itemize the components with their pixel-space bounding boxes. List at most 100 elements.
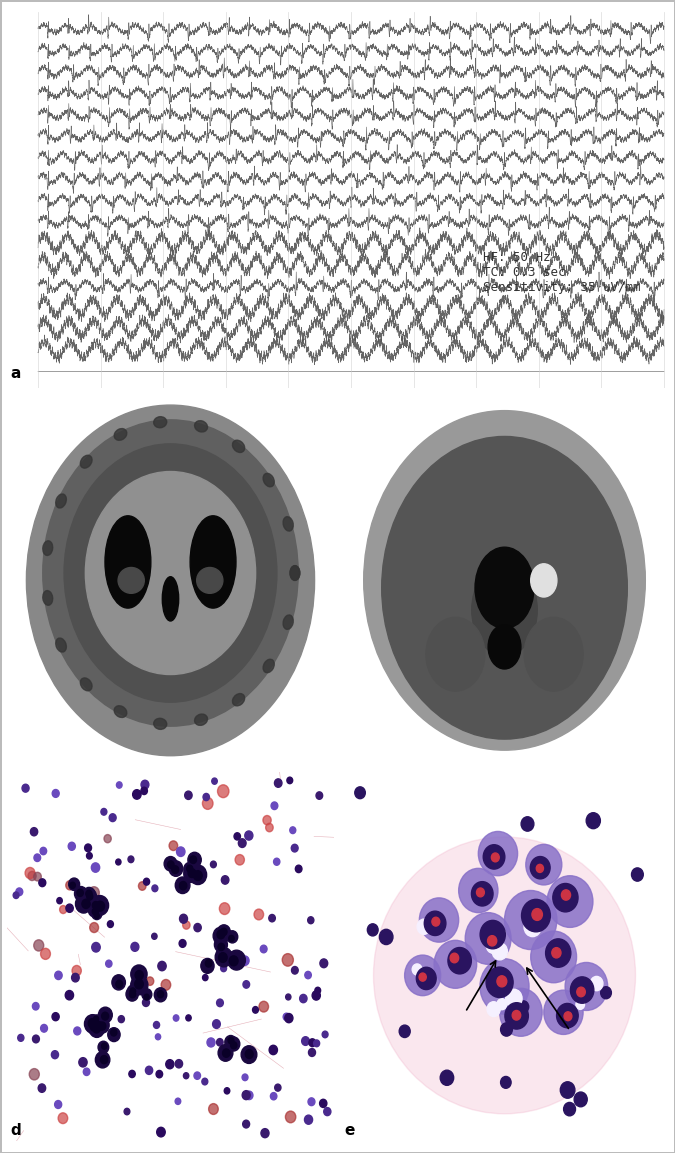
Circle shape xyxy=(95,913,99,919)
Circle shape xyxy=(128,985,138,997)
Circle shape xyxy=(92,942,100,952)
Circle shape xyxy=(135,971,143,980)
Ellipse shape xyxy=(290,566,300,580)
Circle shape xyxy=(245,1049,253,1058)
Circle shape xyxy=(305,971,311,979)
Circle shape xyxy=(90,1023,97,1031)
Circle shape xyxy=(107,921,113,927)
Circle shape xyxy=(126,987,138,1001)
Circle shape xyxy=(564,1102,576,1116)
Circle shape xyxy=(39,879,46,887)
Ellipse shape xyxy=(488,625,521,669)
Circle shape xyxy=(505,1003,529,1030)
Circle shape xyxy=(292,844,298,852)
Circle shape xyxy=(425,911,446,935)
Circle shape xyxy=(40,948,51,959)
Circle shape xyxy=(28,872,36,881)
Circle shape xyxy=(532,909,543,920)
Circle shape xyxy=(465,913,511,964)
Circle shape xyxy=(96,1022,101,1027)
Circle shape xyxy=(322,1031,328,1038)
Circle shape xyxy=(124,1108,130,1115)
Circle shape xyxy=(506,989,522,1008)
Circle shape xyxy=(302,1037,309,1046)
Circle shape xyxy=(450,954,458,963)
Circle shape xyxy=(188,869,196,877)
Ellipse shape xyxy=(190,515,236,608)
Circle shape xyxy=(229,935,234,942)
Circle shape xyxy=(521,816,534,831)
Circle shape xyxy=(32,1002,39,1010)
Circle shape xyxy=(202,974,208,981)
Circle shape xyxy=(219,903,230,914)
Circle shape xyxy=(314,1040,320,1047)
Circle shape xyxy=(104,835,111,843)
Circle shape xyxy=(203,793,209,800)
Circle shape xyxy=(176,877,190,894)
Circle shape xyxy=(432,917,439,926)
Circle shape xyxy=(116,980,123,988)
Circle shape xyxy=(94,1016,99,1022)
Ellipse shape xyxy=(263,474,274,487)
Circle shape xyxy=(275,1084,281,1091)
Circle shape xyxy=(241,956,249,965)
Circle shape xyxy=(570,977,594,1003)
Circle shape xyxy=(217,925,230,940)
Circle shape xyxy=(512,1010,520,1020)
Circle shape xyxy=(32,1035,39,1042)
Circle shape xyxy=(590,977,603,990)
Circle shape xyxy=(500,988,542,1037)
Circle shape xyxy=(497,975,507,987)
Circle shape xyxy=(76,895,92,913)
Circle shape xyxy=(552,948,561,958)
Circle shape xyxy=(212,778,217,784)
Ellipse shape xyxy=(80,678,92,691)
Circle shape xyxy=(95,1052,110,1068)
Circle shape xyxy=(84,844,92,852)
Circle shape xyxy=(77,889,83,896)
Circle shape xyxy=(141,787,147,794)
Circle shape xyxy=(522,899,550,932)
Circle shape xyxy=(266,823,273,831)
Circle shape xyxy=(355,786,365,799)
Circle shape xyxy=(252,1007,259,1013)
Circle shape xyxy=(309,1039,316,1047)
Circle shape xyxy=(34,940,44,951)
Circle shape xyxy=(133,790,141,799)
Circle shape xyxy=(22,784,29,792)
Circle shape xyxy=(497,998,507,1010)
Circle shape xyxy=(89,1020,104,1038)
Circle shape xyxy=(531,857,550,879)
Circle shape xyxy=(152,933,157,940)
Circle shape xyxy=(504,890,557,950)
Circle shape xyxy=(434,941,477,988)
Circle shape xyxy=(38,1084,46,1092)
Circle shape xyxy=(175,1098,181,1105)
Circle shape xyxy=(221,928,227,935)
Circle shape xyxy=(218,1045,233,1061)
Circle shape xyxy=(241,1046,256,1063)
Circle shape xyxy=(292,966,298,974)
Circle shape xyxy=(180,914,188,924)
Circle shape xyxy=(286,994,291,1000)
Circle shape xyxy=(576,987,585,996)
Circle shape xyxy=(86,890,92,897)
Ellipse shape xyxy=(373,837,635,1114)
Circle shape xyxy=(92,902,99,909)
Circle shape xyxy=(480,959,529,1015)
Circle shape xyxy=(486,967,513,997)
Circle shape xyxy=(300,994,307,1003)
Circle shape xyxy=(547,876,593,927)
Circle shape xyxy=(324,1108,331,1116)
Ellipse shape xyxy=(114,706,127,717)
Ellipse shape xyxy=(154,416,167,428)
Circle shape xyxy=(185,791,192,799)
Circle shape xyxy=(285,1013,293,1023)
Ellipse shape xyxy=(118,567,144,594)
Circle shape xyxy=(509,1012,519,1024)
Circle shape xyxy=(187,865,193,872)
Circle shape xyxy=(87,894,92,900)
Circle shape xyxy=(92,909,99,915)
Circle shape xyxy=(158,962,166,971)
Circle shape xyxy=(16,888,23,896)
